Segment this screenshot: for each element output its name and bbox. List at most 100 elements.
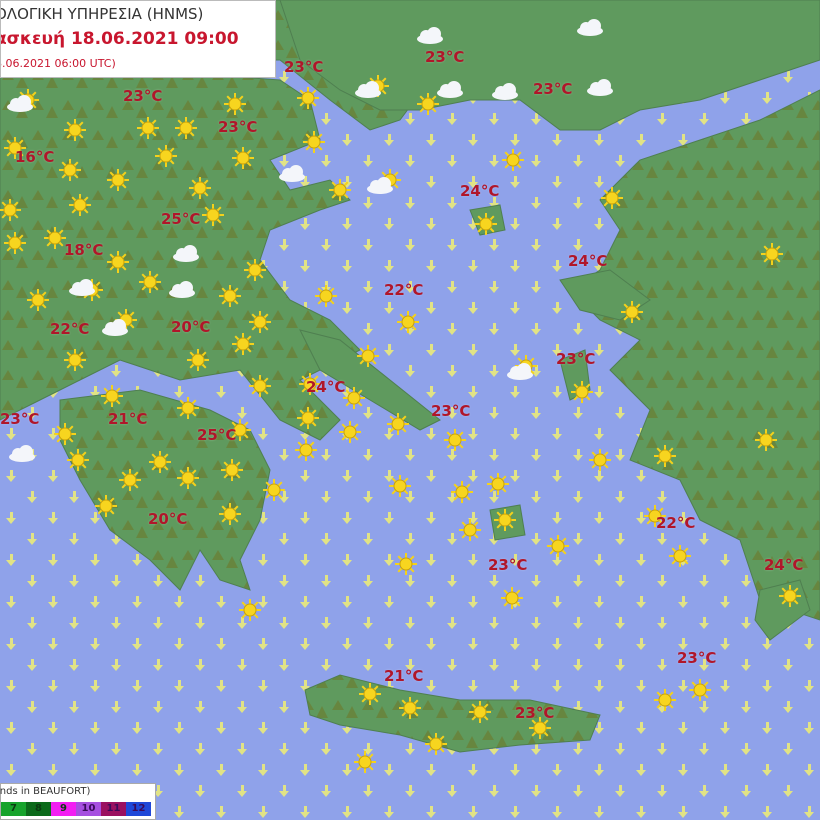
cloud-icon [102,319,128,336]
sun-icon [107,251,129,273]
sun-icon [4,232,26,254]
sun-icon [101,385,123,407]
sun-icon [64,119,86,141]
cloud-icon [437,81,463,98]
forecast-header: ΟΛΟΓΙΚΗ ΥΠΗΡΕΣΙΑ (HNMS) ασκευή 18.06.202… [0,0,276,78]
temperature-label: 23°C [533,80,573,98]
temperature-label: 24°C [306,378,346,396]
temperature-label: 22°C [384,281,424,299]
sun-icon [315,285,337,307]
sun-icon [399,697,421,719]
sun-icon [359,683,381,705]
temperature-label: 21°C [384,667,424,685]
sun-icon [621,301,643,323]
sun-icon [425,733,447,755]
sun-icon [529,717,551,739]
cloud-icon [492,83,518,100]
cloud-icon [9,445,35,462]
sun-icon [249,375,271,397]
sun-icon [297,407,319,429]
sun-icon [44,227,66,249]
sun-icon [343,387,365,409]
forecast-time: ασκευή 18.06.2021 09:00 [0,29,239,49]
sun-icon [202,204,224,226]
sun-icon [389,475,411,497]
sun-icon [494,509,516,531]
cloud-icon [7,95,33,112]
sun-icon [219,285,241,307]
sun-icon [654,445,676,467]
sun-icon [4,137,26,159]
sun-icon [644,505,666,527]
sun-icon [139,271,161,293]
sun-icon [249,311,271,333]
beaufort-swatch: 10 [76,802,101,816]
sun-icon [417,93,439,115]
sun-icon [224,93,246,115]
temperature-label: 23°C [284,58,324,76]
sun-icon [397,311,419,333]
sun-icon [387,413,409,435]
sun-icon [155,145,177,167]
temperature-label: 23°C [515,704,555,722]
sun-icon [149,451,171,473]
temperature-label: 18°C [64,241,104,259]
temperature-label: 16°C [15,148,55,166]
sun-icon [475,213,497,235]
sun-icon [444,429,466,451]
sun-icon [502,149,524,171]
temperature-label: 25°C [161,210,201,228]
cloud-icon [173,245,199,262]
sun-icon [487,473,509,495]
sun-icon [177,467,199,489]
sun-icon [177,397,199,419]
cloud-icon [587,79,613,96]
temperature-label: 23°C [0,410,40,428]
sun-icon [0,199,21,221]
turkey [569,89,820,621]
sun-icon [329,179,351,201]
cloud-icon [279,165,305,182]
evia [299,329,441,431]
sun-icon [459,519,481,541]
thrace [279,0,820,131]
temperature-label: 20°C [171,318,211,336]
cloud-icon [355,81,381,98]
land [0,0,820,753]
sun-icon [244,259,266,281]
legend-scale: 7 8 9 10 11 12 [1,802,151,816]
sun-icon [189,177,211,199]
sun-icon [263,479,285,501]
cloud-icon [577,19,603,36]
agency-name: ΟΛΟΓΙΚΗ ΥΠΗΡΕΣΙΑ (HNMS) [0,5,204,23]
sun-icon [303,131,325,153]
cloud-icon [417,27,443,44]
temperature-label: 23°C [677,649,717,667]
run-time: 8.06.2021 06:00 UTC) [0,57,116,70]
temperature-label: 23°C [488,556,528,574]
sun-icon [357,345,379,367]
sun-icon [547,535,569,557]
sun-icon [221,459,243,481]
temperature-label: 20°C [148,510,188,528]
sun-icon [654,689,676,711]
sun-icon [27,289,49,311]
beaufort-swatch: 12 [126,802,151,816]
sun-icon [69,194,91,216]
sun-icon [67,449,89,471]
temperature-label: 23°C [431,402,471,420]
sun-icon [571,381,593,403]
cloud-icons [7,19,613,462]
temperature-label: 24°C [568,252,608,270]
beaufort-swatch: 9 [51,802,76,816]
legend-title: inds in BEAUFORT) [0,786,91,797]
cloud-icon [507,363,533,380]
sun-icon [239,599,261,621]
sun-icon [299,373,321,395]
sun-icon [689,679,711,701]
sun-icon [95,495,117,517]
sun-icon [137,117,159,139]
sun-icon [219,503,241,525]
cloud-icon [367,177,393,194]
